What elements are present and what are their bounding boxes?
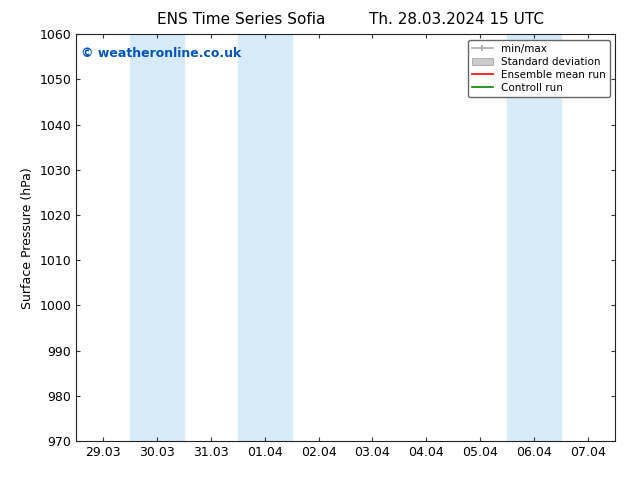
Bar — [130, 34, 184, 441]
Text: ENS Time Series Sofia: ENS Time Series Sofia — [157, 12, 325, 27]
Bar — [238, 34, 292, 441]
Bar — [507, 34, 561, 441]
Y-axis label: Surface Pressure (hPa): Surface Pressure (hPa) — [21, 167, 34, 309]
Text: Th. 28.03.2024 15 UTC: Th. 28.03.2024 15 UTC — [369, 12, 544, 27]
Text: © weatheronline.co.uk: © weatheronline.co.uk — [81, 47, 242, 59]
Legend: min/max, Standard deviation, Ensemble mean run, Controll run: min/max, Standard deviation, Ensemble me… — [467, 40, 610, 97]
Bar — [615, 34, 634, 441]
